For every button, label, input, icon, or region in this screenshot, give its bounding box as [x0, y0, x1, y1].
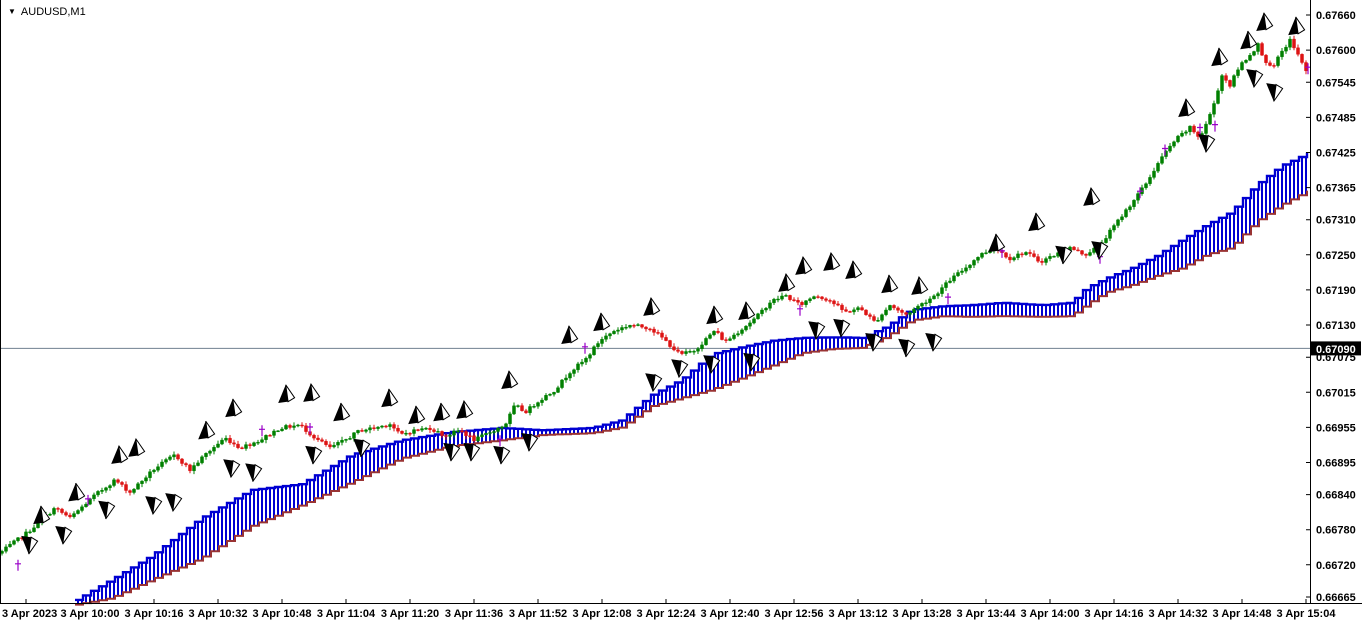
time-axis-label: 3 Apr 10:48 [253, 608, 312, 620]
candles-bear [20, 35, 1308, 541]
price-axis-label: 0.67130 [1316, 320, 1356, 332]
price-axis-label: 0.66780 [1316, 525, 1356, 537]
price-axis-label: 0.67545 [1316, 77, 1356, 89]
time-axis-label: 3 Apr 13:44 [957, 608, 1017, 620]
time-axis-ticks [25, 599, 1307, 603]
time-axis-label: 3 Apr 12:08 [573, 608, 632, 620]
price-axis-labels[interactable]: 0.67660 0.67600 0.67545 0.67485 0.67425 0.673… [1316, 10, 1356, 604]
price-axis-label: 0.67425 [1316, 148, 1356, 160]
time-axis-label: 3 Apr 11:20 [381, 608, 439, 620]
price-axis-label: 0.67310 [1316, 215, 1356, 227]
price-axis-label: 0.66840 [1316, 490, 1356, 502]
symbol-selector[interactable]: ▼ AUDUSD,M1 [8, 6, 86, 18]
current-price-badge: 0.67090 [1311, 341, 1361, 356]
time-axis-label: 3 Apr 11:36 [445, 608, 503, 620]
time-axis-label: 3 Apr 12:56 [765, 608, 824, 620]
time-axis-label: 3 Apr 14:00 [1021, 608, 1080, 620]
price-axis-label: 0.67600 [1316, 45, 1356, 57]
price-axis-label: 0.67250 [1316, 250, 1356, 262]
price-axis-label: 0.66955 [1316, 422, 1356, 434]
price-axis-label: 0.67015 [1316, 387, 1356, 399]
band-top-edge [75, 152, 1309, 602]
time-axis-label: 3 Apr 14:16 [1085, 608, 1144, 620]
time-axis-labels[interactable]: 3 Apr 2023 3 Apr 10:00 3 Apr 10:16 3 Apr 10… [2, 608, 1336, 620]
candles-bull [0, 36, 1292, 556]
time-axis-label: 3 Apr 11:04 [317, 608, 376, 620]
time-axis-label: 3 Apr 13:12 [829, 608, 888, 620]
price-axis-label: 0.67365 [1316, 183, 1356, 195]
price-axis-label: 0.66895 [1316, 458, 1356, 470]
time-axis-label: 3 Apr 13:28 [893, 608, 952, 620]
price-axis-ticks [1306, 14, 1311, 598]
current-price-value: 0.67090 [1316, 344, 1356, 356]
time-axis-label: 3 Apr 14:32 [1149, 608, 1208, 620]
time-axis-label: 3 Apr 10:16 [125, 608, 184, 620]
price-axis-label: 0.67660 [1316, 10, 1356, 22]
time-axis-label: 3 Apr 12:24 [637, 608, 697, 620]
price-axis-label: 0.66720 [1316, 560, 1356, 572]
time-axis-label: 3 Apr 11:52 [509, 608, 567, 620]
time-axis-label: 3 Apr 14:48 [1213, 608, 1272, 620]
band-bottom-edge [75, 190, 1308, 606]
price-axis-label: 0.67190 [1316, 285, 1356, 297]
time-axis-label: 3 Apr 10:00 [61, 608, 120, 620]
symbol-timeframe-label: AUDUSD,M1 [20, 6, 86, 18]
dropdown-triangle-icon[interactable]: ▼ [8, 7, 16, 16]
time-axis-label: 3 Apr 2023 [2, 608, 57, 620]
time-axis-label: 3 Apr 15:04 [1277, 608, 1337, 620]
price-axis-label: 0.66665 [1316, 592, 1356, 604]
time-axis-label: 3 Apr 10:32 [189, 608, 248, 620]
price-axis-label: 0.67485 [1316, 112, 1356, 124]
band-indicator [75, 152, 1309, 606]
time-axis-label: 3 Apr 12:40 [701, 608, 760, 620]
